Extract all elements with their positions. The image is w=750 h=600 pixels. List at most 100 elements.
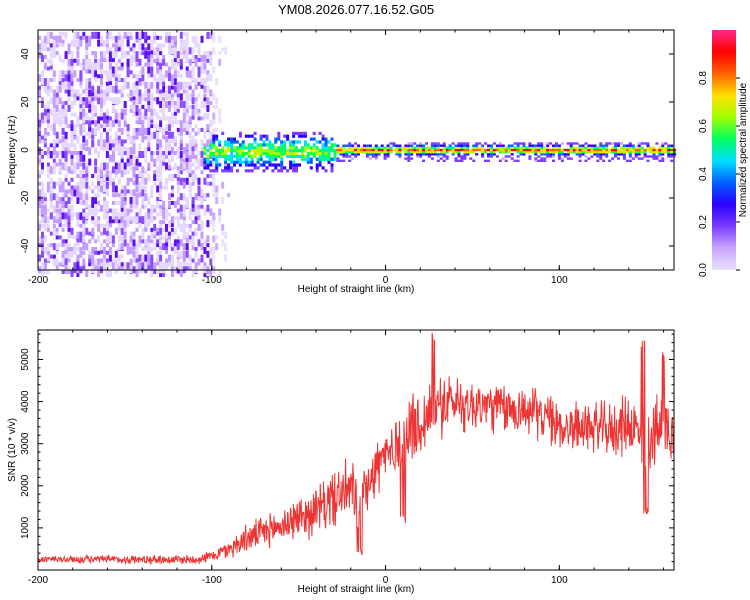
- spectrogram-cell: [46, 162, 50, 167]
- spectrogram-cell: [631, 148, 635, 152]
- spectrogram-cell: [593, 146, 597, 149]
- spectrogram-cell: [215, 104, 219, 109]
- spectrogram-cell: [224, 254, 228, 262]
- spectrogram-cell: [348, 142, 352, 145]
- spectrogram-cell: [79, 143, 83, 151]
- spectrogram-cell: [206, 74, 210, 82]
- spectrogram-cell: [203, 70, 207, 75]
- spectrogram-cell: [197, 151, 201, 155]
- spectrogram-cell: [159, 66, 163, 74]
- spectrogram-cell: [492, 153, 496, 156]
- spectrogram-cell: [55, 104, 59, 112]
- spectrogram-cell: [38, 158, 41, 163]
- spectrogram-cell: [144, 158, 148, 163]
- spectrogram-cell: [430, 151, 434, 154]
- spectrogram-cell: [165, 143, 168, 151]
- spectrogram-cell: [357, 153, 360, 156]
- spectrogram-cell: [159, 58, 163, 63]
- snr-y-axis-label: SNR (10 * v/v): [7, 418, 18, 482]
- spectrogram-cell: [215, 127, 219, 132]
- spectrogram-cell: [280, 154, 284, 158]
- spectrogram-cell: [200, 81, 204, 89]
- spectrogram-cell: [478, 148, 482, 152]
- spectrogram-cell: [655, 142, 659, 145]
- spectrogram-cell: [197, 112, 201, 117]
- spectrogram-cell: [162, 185, 166, 190]
- spectrogram-cell: [38, 124, 41, 132]
- spectrogram-cell: [120, 62, 124, 67]
- spectrogram-cell: [637, 157, 641, 160]
- spectrogram-cell: [70, 216, 74, 221]
- spectrogram-cell: [433, 146, 437, 149]
- spectrogram-cell: [150, 154, 154, 162]
- spectrogram-cell: [82, 97, 86, 102]
- spectrogram-cell: [209, 74, 213, 82]
- spectrogram-cell: [212, 169, 216, 173]
- spectrogram-cell: [300, 157, 304, 161]
- spectrogram-cell: [135, 62, 139, 67]
- spectrogram-cell: [487, 155, 490, 158]
- spectrogram-cell: [159, 139, 163, 147]
- spectrogram-cell: [374, 157, 378, 160]
- spectrogram-cell: [330, 169, 334, 173]
- spectrogram-cell: [510, 146, 514, 149]
- spectrogram-cell: [182, 51, 186, 59]
- spectrogram-cell: [156, 81, 160, 89]
- spectrogram-cell: [425, 151, 428, 154]
- spectrogram-cell: [277, 149, 281, 153]
- spectrogram-cell: [274, 166, 278, 170]
- spectrogram-cell: [111, 166, 115, 174]
- spectrogram-cell: [170, 62, 174, 70]
- spectrogram-cell: [58, 35, 62, 43]
- spectrogram-cell: [179, 177, 183, 185]
- spectrogram-cell: [38, 170, 41, 175]
- spectrogram-cell: [147, 208, 151, 213]
- spectrogram-cell: [135, 131, 139, 136]
- spectrogram-cell: [330, 137, 334, 141]
- spectrogram-cell: [85, 78, 89, 85]
- spectrogram-cell: [162, 227, 166, 232]
- spectrogram-cell: [67, 181, 71, 186]
- spectrogram-cell: [546, 155, 550, 158]
- spectrogram-cell: [141, 239, 145, 244]
- spectrogram-cell: [168, 231, 171, 236]
- spectrogram-cell: [374, 146, 378, 149]
- spectrogram-cell: [88, 116, 92, 121]
- spectrogram-cell: [235, 146, 239, 150]
- spectrogram-cell: [374, 151, 378, 154]
- spectrogram-cell: [147, 262, 151, 270]
- spectrogram-cell: [55, 151, 59, 158]
- spectrogram-cell: [105, 258, 109, 263]
- spectrogram-cell: [153, 39, 157, 44]
- spectrogram-cell: [487, 144, 490, 147]
- spectrogram-cell: [46, 112, 50, 120]
- spectrogram-cell: [43, 108, 47, 116]
- spectrogram-cell: [253, 131, 257, 135]
- spectrogram-cell: [259, 146, 263, 150]
- spectrogram-cell: [105, 120, 109, 128]
- spectrogram-cell: [100, 78, 103, 85]
- spectrogram-cell: [156, 35, 160, 40]
- spectrogram-cell: [73, 127, 77, 135]
- spectrogram-cell: [165, 154, 168, 159]
- spectrogram-cell: [153, 97, 157, 102]
- spectrogram-cell: [55, 208, 59, 213]
- spectrogram-cell: [218, 58, 222, 66]
- spectrogram-cell: [91, 112, 95, 120]
- spectrogram-cell: [46, 147, 50, 155]
- spectrogram-cell: [253, 146, 257, 150]
- spectrogram-cell: [58, 74, 62, 82]
- spectrogram-cell: [61, 104, 65, 109]
- spectrogram-cell: [135, 35, 139, 43]
- spectrogram-cell: [64, 112, 68, 117]
- spectrogram-cell: [487, 159, 490, 162]
- spectrogram-cell: [555, 144, 558, 147]
- spectrogram-cell: [481, 146, 485, 149]
- spectrogram-cell: [100, 74, 103, 79]
- spectrogram-cell: [111, 43, 115, 48]
- spectrogram-cell: [117, 135, 121, 140]
- spectrogram-cell: [70, 166, 74, 171]
- spectrogram-cell: [498, 142, 502, 145]
- spectrogram-cell: [85, 97, 89, 102]
- spectrogram-cell: [132, 147, 136, 155]
